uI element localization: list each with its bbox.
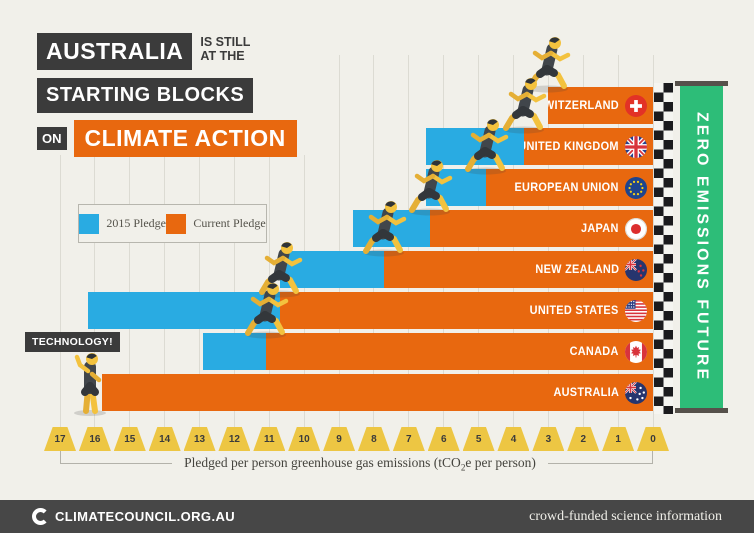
legend-item-current-pledge: Current Pledge bbox=[166, 213, 266, 234]
legend-label: 2015 Pledge bbox=[106, 216, 166, 230]
footer-bar: CLIMATECOUNCIL.ORG.AU crowd-funded scien… bbox=[0, 500, 754, 533]
gridline-0 bbox=[652, 55, 654, 448]
axis-tick-label: 14 bbox=[159, 433, 171, 445]
axis-tick-marker-14: 14 bbox=[148, 427, 181, 451]
axis-tick-label: 3 bbox=[545, 433, 552, 445]
axis-tick-marker-3: 3 bbox=[532, 427, 565, 451]
axis-tick-marker-7: 7 bbox=[392, 427, 425, 451]
brand-url[interactable]: CLIMATECOUNCIL.ORG.AU bbox=[55, 509, 236, 524]
legend-swatch-current-icon bbox=[166, 213, 187, 234]
axis-connector bbox=[59, 448, 61, 464]
axis-tick-label: 1 bbox=[615, 433, 621, 445]
axis-tick-marker-1: 1 bbox=[602, 427, 635, 451]
bar-current-pledge-united-states: UNITED STATES bbox=[279, 292, 653, 329]
headline-climate-action: CLIMATE ACTION bbox=[73, 120, 297, 157]
axis-tick-label: 17 bbox=[54, 433, 66, 445]
legend-label: Current Pledge bbox=[193, 216, 266, 230]
axis-tick-marker-0: 0 bbox=[637, 427, 669, 451]
bar-current-pledge-japan: JAPAN bbox=[429, 210, 653, 247]
axis-tick-label: 13 bbox=[193, 433, 206, 445]
banner-top-cap bbox=[675, 81, 728, 86]
flag-united-kingdom-icon bbox=[624, 135, 647, 158]
bar-current-pledge-new-zealand: NEW ZEALAND bbox=[384, 251, 653, 288]
axis-tick-marker-5: 5 bbox=[462, 427, 495, 451]
headline-on: ON bbox=[37, 127, 67, 150]
banner-bottom-cap bbox=[675, 408, 728, 413]
country-label: NEW ZEALAND bbox=[535, 263, 619, 276]
axis-tick-label: 5 bbox=[475, 433, 482, 445]
headline-australia: AUSTRALIA bbox=[37, 33, 193, 70]
axis-tick-marker-16: 16 bbox=[78, 427, 111, 451]
finish-line-checkered-icon bbox=[654, 83, 673, 414]
axis-tick-marker-12: 12 bbox=[218, 427, 251, 451]
headline-tag: IS STILL AT THE bbox=[200, 35, 251, 63]
zero-emissions-banner: ZERO EMISSIONS FUTURE bbox=[680, 86, 723, 408]
axis-tick-marker-6: 6 bbox=[427, 427, 460, 451]
axis-tick-label: 4 bbox=[510, 433, 517, 445]
axis-tick-marker-9: 9 bbox=[323, 427, 356, 451]
country-label: SWITZERLAND bbox=[548, 99, 619, 112]
bar-current-pledge-united-kingdom: UNITED KINGDOM bbox=[523, 128, 653, 165]
zero-emissions-banner-label: ZERO EMISSIONS FUTURE bbox=[693, 111, 711, 383]
flag-australia-icon bbox=[624, 381, 647, 404]
axis-tick-label: 11 bbox=[264, 433, 275, 445]
axis-tick-marker-4: 4 bbox=[497, 427, 530, 451]
gridline-17 bbox=[59, 155, 61, 448]
country-label: AUSTRALIA bbox=[553, 386, 619, 399]
legend-swatch-2015-icon bbox=[79, 213, 100, 234]
axis-tick-marker-10: 10 bbox=[288, 427, 321, 451]
footer-tagline: crowd-funded science information bbox=[529, 508, 722, 524]
axis-tick-label: 7 bbox=[406, 433, 412, 445]
axis-connector bbox=[548, 462, 653, 464]
axis-tick-label: 15 bbox=[124, 433, 136, 445]
country-label: EUROPEAN UNION bbox=[514, 181, 619, 194]
country-label: CANADA bbox=[569, 345, 619, 358]
technology-speech-bubble: TECHNOLOGY! bbox=[25, 332, 120, 352]
axis-tick-label: 8 bbox=[371, 433, 377, 445]
axis-tick-marker-11: 11 bbox=[253, 427, 286, 451]
axis-connector bbox=[651, 448, 653, 464]
flag-switzerland-icon bbox=[624, 94, 647, 117]
axis-tick-label: 0 bbox=[650, 433, 656, 445]
flag-new-zealand-icon bbox=[624, 258, 647, 281]
country-label: JAPAN bbox=[581, 222, 619, 235]
climate-council-logo-icon bbox=[32, 508, 49, 525]
headline-is-still: IS STILL bbox=[200, 35, 251, 49]
flag-european-union-icon bbox=[624, 176, 647, 199]
axis-tick-marker-17: 17 bbox=[44, 427, 77, 451]
axis-tick-label: 9 bbox=[336, 433, 342, 445]
headline-starting-blocks: STARTING BLOCKS bbox=[37, 78, 254, 113]
bar-current-pledge-european-union: EUROPEAN UNION bbox=[485, 169, 653, 206]
axis-tick-label: 10 bbox=[298, 433, 310, 445]
axis-tick-marker-2: 2 bbox=[567, 427, 600, 451]
legend: 2015 Pledge Current Pledge bbox=[78, 204, 267, 243]
axis-connector bbox=[59, 462, 172, 464]
flag-canada-icon bbox=[624, 340, 647, 363]
climate-council-brand[interactable]: CLIMATECOUNCIL.ORG.AU bbox=[32, 508, 235, 525]
country-label: UNITED STATES bbox=[530, 304, 619, 317]
flag-united-states-icon bbox=[624, 299, 647, 322]
x-axis-label: Pledged per person greenhouse gas emissi… bbox=[184, 455, 536, 473]
axis-tick-label: 12 bbox=[228, 433, 240, 445]
bar-current-pledge-australia: AUSTRALIA bbox=[101, 374, 653, 411]
headline: AUSTRALIA IS STILL AT THE STARTING BLOCK… bbox=[37, 33, 297, 157]
bar-current-pledge-canada: CANADA bbox=[265, 333, 653, 370]
bar-current-pledge-switzerland: SWITZERLAND bbox=[548, 87, 653, 124]
axis-tick-label: 2 bbox=[580, 433, 587, 445]
axis-tick-marker-15: 15 bbox=[113, 427, 146, 451]
country-label: UNITED KINGDOM bbox=[523, 140, 619, 153]
axis-tick-label: 6 bbox=[440, 433, 447, 445]
legend-item-2015-pledge: 2015 Pledge bbox=[79, 213, 166, 234]
axis-tick-marker-8: 8 bbox=[357, 427, 390, 451]
flag-japan-icon bbox=[624, 217, 647, 240]
standing-figure-icon bbox=[68, 349, 112, 422]
axis-tick-label: 16 bbox=[89, 433, 101, 445]
headline-at-the: AT THE bbox=[200, 48, 245, 63]
axis-tick-marker-13: 13 bbox=[183, 427, 216, 451]
